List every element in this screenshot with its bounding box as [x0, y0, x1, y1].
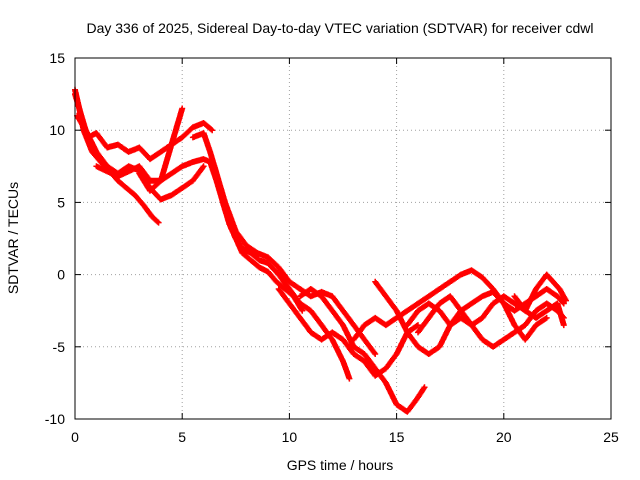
x-axis-label: GPS time / hours — [287, 457, 394, 473]
data-point-markers — [275, 286, 421, 379]
series-sat-track-13 — [415, 293, 567, 336]
series-sat-track-14 — [511, 271, 569, 314]
y-tick-label: 15 — [49, 50, 65, 66]
series-sat-track-12 — [404, 300, 567, 350]
y-tick-label: 5 — [57, 194, 65, 210]
data-point-markers — [350, 267, 567, 343]
axis-ticks: 0 5 10 15 20 25 -10 -5 0 5 10 15 — [45, 50, 619, 445]
x-tick-label: 10 — [282, 429, 298, 445]
x-tick-label: 5 — [178, 429, 186, 445]
series-sat-track-8 — [275, 286, 421, 379]
data-point-markers — [415, 293, 567, 336]
chart-title: Day 336 of 2025, Sidereal Day-to-day VTE… — [86, 20, 593, 36]
y-axis-label: SDTVAR / TECUs — [5, 182, 21, 294]
data-point-markers — [511, 271, 569, 314]
y-tick-label: 10 — [49, 122, 65, 138]
data-point-markers — [372, 278, 550, 357]
x-tick-label: 20 — [496, 429, 512, 445]
grid-lines — [75, 58, 611, 419]
y-tick-label: 0 — [57, 267, 65, 283]
plot-frame — [74, 57, 612, 420]
y-tick-label: -5 — [53, 339, 66, 355]
x-tick-label: 15 — [389, 429, 405, 445]
series-sat-track-11 — [350, 267, 567, 343]
data-point-markers — [404, 300, 567, 350]
data-points — [72, 86, 569, 415]
x-tick-label: 0 — [71, 429, 79, 445]
series-sat-track-9 — [297, 286, 428, 415]
series-sat-track-10 — [372, 278, 550, 357]
x-tick-label: 25 — [603, 429, 619, 445]
data-point-markers — [297, 286, 428, 415]
y-tick-label: -10 — [45, 411, 65, 427]
